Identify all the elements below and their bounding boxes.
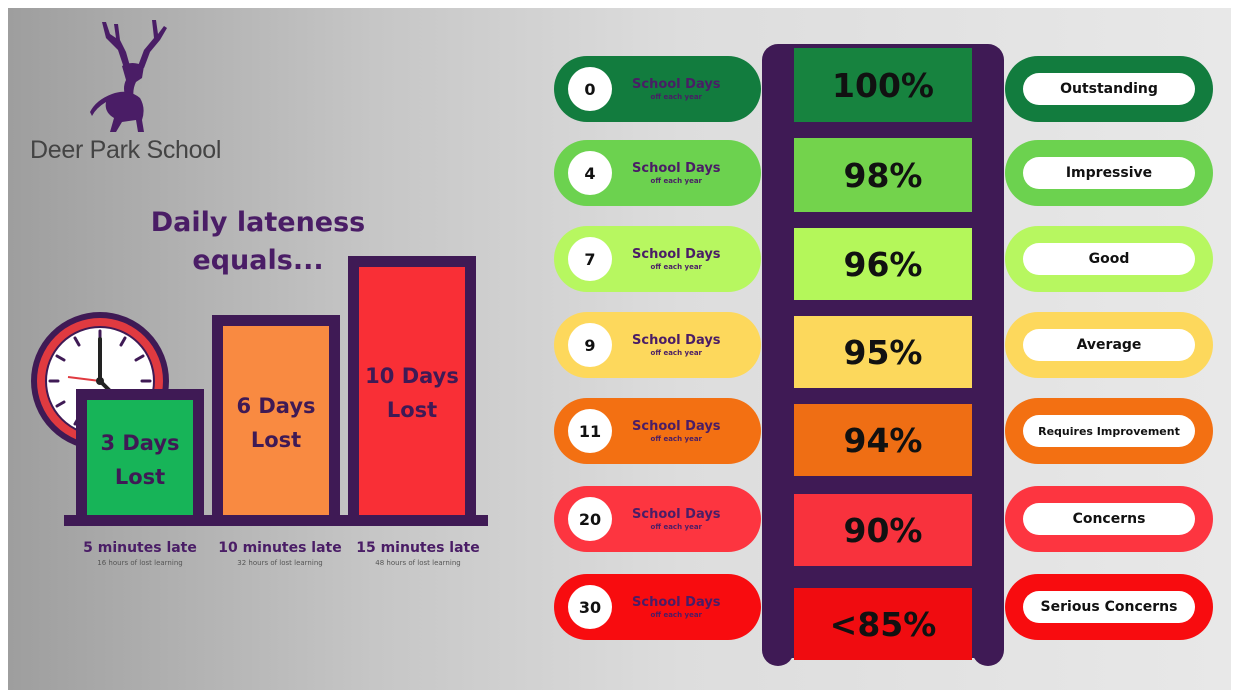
attendance-percent: <85% <box>794 588 972 660</box>
rating-pill: Serious Concerns <box>1005 574 1213 640</box>
rating-label: Serious Concerns <box>1023 591 1195 623</box>
bar-fill: 10 Days Lost <box>359 267 465 519</box>
days-number: 0 <box>568 67 612 111</box>
days-label: School Days <box>632 247 721 262</box>
attendance-percent: 98% <box>794 138 972 212</box>
rating-label: Good <box>1023 243 1195 275</box>
days-number: 9 <box>568 323 612 367</box>
bar-6-days: 6 Days Lost <box>212 315 340 519</box>
attendance-poster: Deer Park School Daily lateness equals..… <box>8 8 1231 690</box>
school-name: Deer Park School <box>30 136 222 164</box>
headline: Daily lateness equals... <box>128 204 388 280</box>
bar-label-line1: 10 Days <box>365 364 459 388</box>
bar-label-line2: Lost <box>250 427 302 452</box>
days-off-pill: 30 School Days off each year <box>554 574 761 640</box>
bar-label-line2: Lost <box>114 464 166 489</box>
rating-label: Impressive <box>1023 157 1195 189</box>
bar-label: 3 Days Lost <box>100 426 179 494</box>
days-number: 11 <box>568 409 612 453</box>
days-text: School Days off each year <box>632 247 721 271</box>
days-sub: off each year <box>650 523 702 531</box>
days-label: School Days <box>632 595 721 610</box>
rating-pill: Requires Improvement <box>1005 398 1213 464</box>
days-off-pill: 4 School Days off each year <box>554 140 761 206</box>
late-main: 15 minutes late <box>356 540 480 556</box>
days-text: School Days off each year <box>632 419 721 443</box>
late-sub: 48 hours of lost learning <box>375 559 461 567</box>
days-label: School Days <box>632 507 721 522</box>
headline-line1: Daily lateness <box>150 207 366 238</box>
rating-label: Outstanding <box>1023 73 1195 105</box>
days-off-pill: 20 School Days off each year <box>554 486 761 552</box>
attendance-percent: 95% <box>794 316 972 388</box>
rating-pill: Concerns <box>1005 486 1213 552</box>
rating-pill: Average <box>1005 312 1213 378</box>
days-number: 30 <box>568 585 612 629</box>
bar-label-line1: 6 Days <box>236 393 316 418</box>
rating-label: Requires Improvement <box>1023 415 1195 447</box>
days-off-pill: 9 School Days off each year <box>554 312 761 378</box>
days-text: School Days off each year <box>632 507 721 531</box>
headline-line2: equals... <box>192 245 324 276</box>
days-text: School Days off each year <box>632 77 721 101</box>
rating-pill: Outstanding <box>1005 56 1213 122</box>
days-sub: off each year <box>650 93 702 101</box>
days-sub: off each year <box>650 177 702 185</box>
rating-pill: Good <box>1005 226 1213 292</box>
late-label-5-minutes: 5 minutes late 16 hours of lost learning <box>70 540 210 567</box>
days-number: 20 <box>568 497 612 541</box>
late-main: 10 minutes late <box>218 540 342 556</box>
rating-label: Average <box>1023 329 1195 361</box>
bar-fill: 6 Days Lost <box>223 326 329 519</box>
days-label: School Days <box>632 77 721 92</box>
days-off-pill: 7 School Days off each year <box>554 226 761 292</box>
days-label: School Days <box>632 161 721 176</box>
late-main: 5 minutes late <box>83 540 197 556</box>
days-off-pill: 11 School Days off each year <box>554 398 761 464</box>
days-sub: off each year <box>650 611 702 619</box>
attendance-percent: 94% <box>794 404 972 476</box>
days-text: School Days off each year <box>632 161 721 185</box>
rating-label: Concerns <box>1023 503 1195 535</box>
days-sub: off each year <box>650 263 702 271</box>
days-text: School Days off each year <box>632 333 721 357</box>
days-text: School Days off each year <box>632 595 721 619</box>
late-sub: 32 hours of lost learning <box>237 559 323 567</box>
rating-pill: Impressive <box>1005 140 1213 206</box>
days-sub: off each year <box>650 435 702 443</box>
bar-baseline <box>64 515 488 526</box>
days-label: School Days <box>632 419 721 434</box>
bar-label-line1: 3 Days <box>100 430 180 455</box>
clock-icon <box>31 312 169 450</box>
days-off-pill: 0 School Days off each year <box>554 56 761 122</box>
days-label: School Days <box>632 333 721 348</box>
late-label-15-minutes: 15 minutes late 48 hours of lost learnin… <box>348 540 488 567</box>
days-number: 7 <box>568 237 612 281</box>
bar-3-days: 3 Days Lost <box>76 389 204 519</box>
late-sub: 16 hours of lost learning <box>97 559 183 567</box>
bar-label: 10 Days Lost <box>365 359 459 427</box>
late-label-10-minutes: 10 minutes late 32 hours of lost learnin… <box>210 540 350 567</box>
days-sub: off each year <box>650 349 702 357</box>
bar-label: 6 Days Lost <box>236 389 315 457</box>
attendance-percent: 100% <box>794 48 972 122</box>
bar-10-days: 10 Days Lost <box>348 256 476 519</box>
bar-label-line2: Lost <box>386 398 438 422</box>
attendance-percent: 90% <box>794 494 972 566</box>
attendance-percent: 96% <box>794 228 972 300</box>
days-number: 4 <box>568 151 612 195</box>
bar-fill: 3 Days Lost <box>87 400 193 519</box>
deer-stag-icon <box>90 20 167 132</box>
